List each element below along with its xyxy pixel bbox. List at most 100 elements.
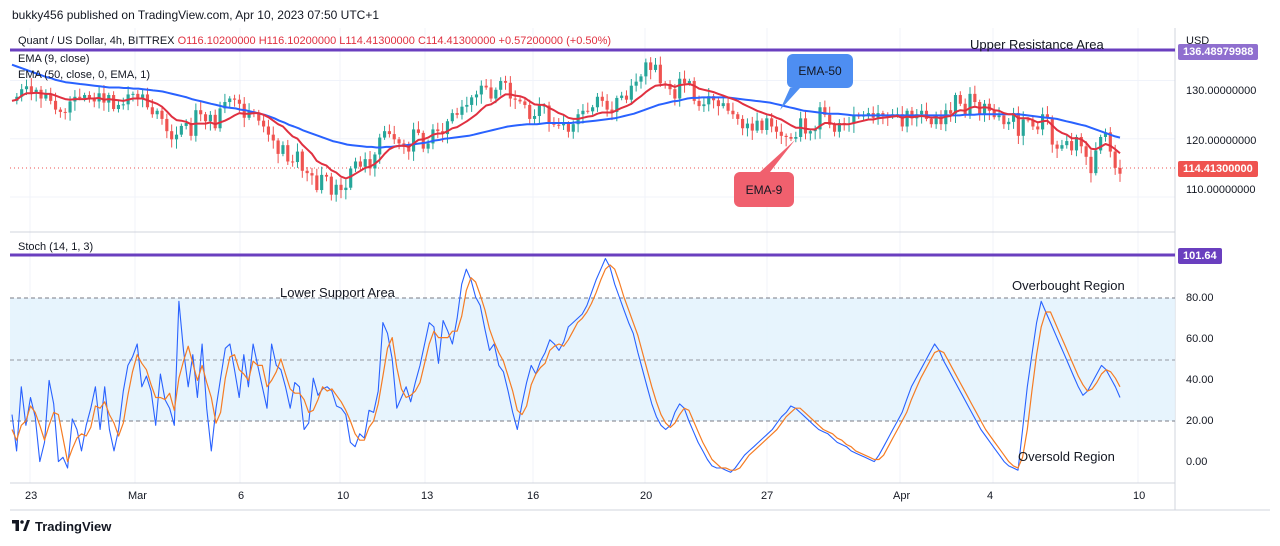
stoch-legend[interactable]: Stoch (14, 1, 3)	[18, 241, 94, 253]
candle-body	[765, 118, 769, 130]
time-tick-10: 10	[337, 490, 350, 502]
candle-body	[20, 89, 24, 97]
candle-body	[1031, 120, 1035, 127]
symbol-legend: Quant / US Dollar, 4h, BITTREX O116.1020…	[18, 35, 611, 47]
candle-body	[513, 98, 517, 100]
candle-body	[494, 89, 498, 99]
candle-body	[310, 173, 314, 176]
candle-body	[34, 89, 38, 94]
candle-body	[1094, 150, 1098, 174]
stoch-tick-80: 80.00	[1186, 292, 1214, 304]
candle-body	[1113, 151, 1117, 168]
stochastic-series	[11, 257, 1121, 473]
ema50-callout[interactable]: EMA-50	[787, 54, 853, 88]
ema9-callout[interactable]: EMA-9	[734, 172, 794, 207]
oversold-label: Oversold Region	[1018, 449, 1115, 464]
candle-body	[620, 95, 624, 98]
ema9-callout-pointer	[760, 140, 795, 172]
time-tick-apr: Apr	[893, 490, 911, 502]
candle-body	[208, 114, 212, 122]
candle-body	[203, 114, 208, 122]
candle-body	[344, 187, 348, 191]
ema50-legend[interactable]: EMA (50, close, 0, EMA, 1)	[18, 69, 151, 81]
candle-body	[644, 62, 648, 77]
candle-body	[257, 113, 261, 121]
candle-body	[392, 134, 396, 140]
candle-body	[329, 176, 333, 195]
time-tick-23: 23	[25, 490, 38, 502]
candle-body	[87, 95, 91, 98]
time-tick-4: 4	[987, 490, 994, 502]
candle-body	[445, 121, 450, 135]
candle-body	[397, 139, 401, 144]
candle-body	[736, 114, 740, 119]
candle-body	[49, 94, 53, 101]
candle-body	[291, 161, 295, 163]
overbought-label: Overbought Region	[1012, 278, 1125, 293]
candle-body	[571, 124, 575, 132]
candle-body	[600, 96, 604, 101]
candle-body	[363, 159, 367, 167]
price-tick-120: 120.00000000	[1186, 135, 1257, 147]
candle-body	[136, 93, 140, 98]
candle-body	[24, 86, 29, 90]
last-price-tag: 114.41300000	[1178, 161, 1258, 177]
candle-body	[44, 94, 48, 99]
tradingview-brand[interactable]: TradingView	[12, 519, 111, 534]
candle-body	[953, 95, 958, 114]
candle-body	[78, 96, 82, 98]
candle-body	[358, 161, 362, 167]
candle-body	[668, 83, 672, 90]
candle-body	[58, 109, 62, 112]
candle-body	[218, 108, 222, 129]
candle-body	[29, 86, 33, 94]
candle-body	[237, 99, 241, 104]
candle-body	[726, 103, 730, 111]
candle-body	[750, 123, 754, 131]
candle-body	[591, 107, 595, 112]
candle-body	[223, 102, 227, 109]
candle-body	[1065, 141, 1069, 146]
candle-body	[436, 129, 440, 132]
candle-body	[900, 114, 904, 127]
candle-body	[315, 175, 319, 191]
stoch-k-line	[11, 257, 1121, 473]
symbol-name: Quant / US Dollar, 4h, BITTREX	[18, 35, 175, 47]
candle-body	[1036, 126, 1040, 130]
candle-body	[692, 81, 696, 101]
candle-body	[271, 134, 275, 141]
candle-body	[232, 98, 237, 100]
candle-body	[1089, 156, 1093, 174]
candle-body	[112, 95, 116, 110]
candle-body	[518, 99, 522, 102]
time-tick-10b: 10	[1133, 490, 1146, 502]
ema9-legend[interactable]: EMA (9, close)	[18, 53, 90, 65]
candle-body	[537, 105, 541, 117]
candle-body	[276, 140, 280, 154]
candle-body	[963, 103, 967, 115]
candle-body	[653, 64, 658, 70]
candle-body	[610, 109, 614, 112]
time-tick-20: 20	[640, 490, 653, 502]
candle-body	[687, 81, 691, 84]
candle-body	[426, 143, 430, 149]
candle-body	[958, 95, 962, 104]
candle-body	[794, 136, 798, 139]
candle-body	[939, 115, 943, 125]
candle-body	[595, 96, 600, 108]
upper-resistance-label: Upper Resistance Area	[970, 37, 1104, 52]
candle-body	[716, 100, 720, 107]
candle-body	[189, 123, 193, 136]
candle-body	[320, 174, 324, 191]
candle-body	[334, 184, 338, 195]
candle-body	[828, 114, 832, 125]
candle-body	[678, 78, 682, 99]
candle-body	[770, 118, 774, 127]
candle-body	[262, 120, 266, 127]
candle-body	[1026, 119, 1030, 121]
candle-body	[353, 161, 358, 169]
candle-body	[213, 114, 217, 129]
candle-body	[658, 64, 662, 84]
candle-body	[92, 97, 96, 102]
